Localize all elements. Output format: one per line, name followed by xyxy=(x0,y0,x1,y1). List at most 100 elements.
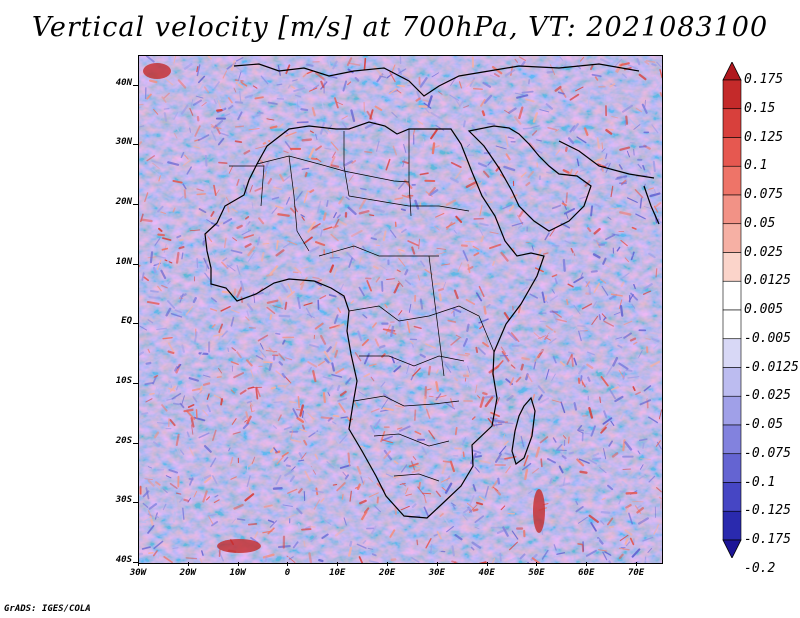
velocity-streak xyxy=(204,272,211,282)
velocity-streak xyxy=(454,97,461,107)
velocity-streak xyxy=(517,225,523,229)
velocity-streak xyxy=(510,364,516,369)
velocity-streak xyxy=(560,242,563,249)
velocity-streak xyxy=(153,108,159,115)
velocity-streak xyxy=(264,556,268,563)
velocity-streak xyxy=(218,161,228,164)
velocity-streak xyxy=(442,281,447,290)
velocity-streak xyxy=(594,76,599,81)
velocity-streak xyxy=(558,465,564,474)
velocity-streak xyxy=(644,484,652,490)
velocity-streak xyxy=(157,233,165,237)
velocity-streak xyxy=(503,440,509,446)
velocity-streak xyxy=(146,406,151,413)
velocity-streak xyxy=(331,362,335,372)
velocity-streak xyxy=(348,460,351,467)
velocity-streak xyxy=(514,58,518,63)
velocity-streak xyxy=(522,462,532,471)
velocity-streak xyxy=(343,517,347,526)
velocity-streak xyxy=(642,536,654,542)
velocity-streak xyxy=(621,73,627,79)
velocity-streak xyxy=(565,192,568,204)
velocity-streak xyxy=(231,208,238,213)
colorbar-label: 0.025 xyxy=(744,244,784,260)
velocity-streak xyxy=(349,540,353,547)
lat-tick-label: 40S xyxy=(115,555,132,565)
velocity-noise-field xyxy=(139,56,662,563)
velocity-streak xyxy=(374,505,382,513)
velocity-streak xyxy=(341,115,348,120)
velocity-streak xyxy=(601,497,606,501)
velocity-streak xyxy=(220,305,231,312)
velocity-streak xyxy=(577,324,586,328)
velocity-streak xyxy=(549,228,556,237)
velocity-streak xyxy=(141,272,145,281)
velocity-streak xyxy=(620,412,625,420)
velocity-streak xyxy=(167,350,175,355)
velocity-streak xyxy=(199,557,203,563)
velocity-streak xyxy=(642,164,646,171)
velocity-streak xyxy=(644,367,653,373)
velocity-streak xyxy=(285,357,293,361)
velocity-streak xyxy=(462,120,466,128)
velocity-streak xyxy=(247,522,258,526)
velocity-streak xyxy=(213,184,217,196)
velocity-streak xyxy=(450,177,459,184)
velocity-streak xyxy=(162,337,173,340)
velocity-streak xyxy=(368,363,377,367)
velocity-streak xyxy=(342,471,348,478)
velocity-streak xyxy=(325,128,331,133)
velocity-streak xyxy=(559,63,567,71)
velocity-features xyxy=(139,56,662,563)
velocity-streak xyxy=(492,486,499,492)
velocity-streak xyxy=(273,401,283,403)
velocity-streak xyxy=(447,319,457,323)
velocity-streak xyxy=(371,228,380,236)
velocity-streak xyxy=(514,92,524,96)
velocity-streak xyxy=(490,411,500,418)
velocity-streak xyxy=(236,286,243,298)
velocity-streak xyxy=(303,302,313,306)
colorbar-swatch xyxy=(722,395,742,426)
lat-tick xyxy=(133,562,138,563)
velocity-streak xyxy=(281,162,285,168)
velocity-streak xyxy=(282,339,286,345)
velocity-streak xyxy=(612,183,618,195)
velocity-streak xyxy=(186,166,192,175)
velocity-streak xyxy=(580,272,584,278)
velocity-streak xyxy=(653,202,662,209)
velocity-streak xyxy=(458,100,465,108)
velocity-streak xyxy=(309,246,320,253)
velocity-streak xyxy=(320,334,327,345)
velocity-streak xyxy=(317,286,322,290)
velocity-streak xyxy=(573,304,581,315)
velocity-streak xyxy=(412,257,416,266)
velocity-streak xyxy=(474,515,485,524)
velocity-streak xyxy=(619,146,631,151)
velocity-streak xyxy=(607,517,614,526)
velocity-streak xyxy=(244,419,248,423)
velocity-streak xyxy=(309,189,315,194)
velocity-streak xyxy=(155,515,159,519)
velocity-streak xyxy=(247,460,256,468)
velocity-streak xyxy=(478,318,489,324)
velocity-streak xyxy=(287,488,298,494)
velocity-streak xyxy=(249,90,258,97)
velocity-streak xyxy=(165,475,172,479)
velocity-streak xyxy=(378,344,386,349)
velocity-streak xyxy=(659,69,662,79)
velocity-streak xyxy=(475,384,478,393)
velocity-streak xyxy=(619,304,624,317)
velocity-streak xyxy=(561,202,567,207)
velocity-streak xyxy=(540,335,545,341)
velocity-streak xyxy=(469,495,475,506)
velocity-streak xyxy=(244,493,255,502)
velocity-streak xyxy=(244,94,254,99)
velocity-streak xyxy=(366,110,373,120)
velocity-streak xyxy=(187,497,192,503)
velocity-streak xyxy=(167,342,175,354)
velocity-streak xyxy=(323,77,326,84)
velocity-streak xyxy=(423,495,427,504)
velocity-streak xyxy=(345,196,350,201)
velocity-streak xyxy=(165,250,173,255)
